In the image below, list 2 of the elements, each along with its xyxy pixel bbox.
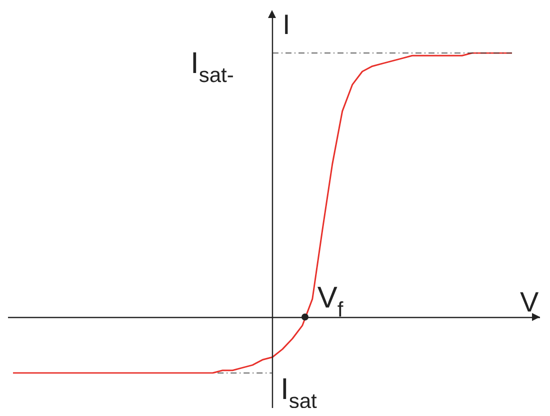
x-axis-title: V [520, 286, 539, 318]
y-axis-title: I [282, 9, 290, 40]
